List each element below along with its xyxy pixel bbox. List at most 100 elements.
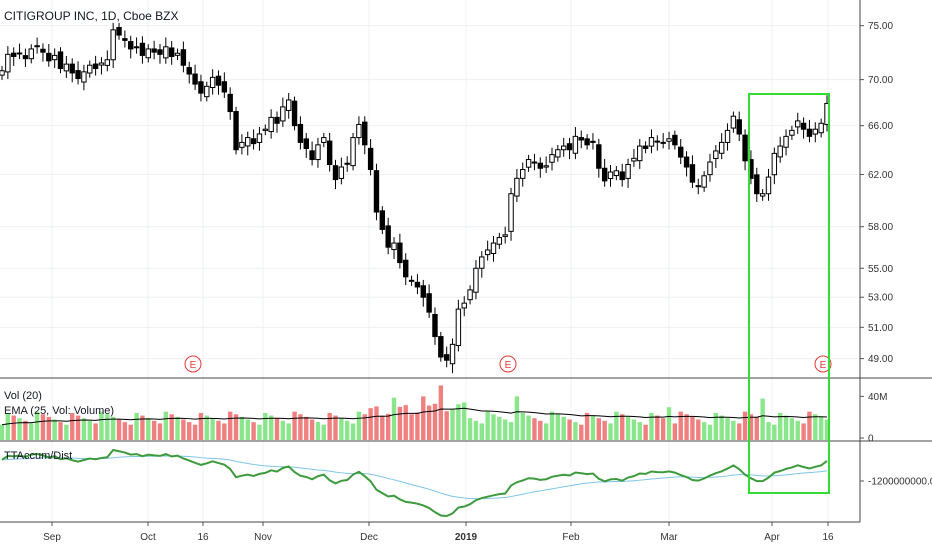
volume-bar (672, 423, 678, 440)
candle-body (268, 116, 274, 133)
volume-bar (620, 414, 625, 440)
volume-bar (479, 423, 484, 440)
volume-bar (298, 414, 303, 440)
volume-bar (596, 418, 602, 440)
volume-bar (210, 418, 215, 440)
candle-body (274, 116, 280, 124)
candle-body (408, 279, 415, 282)
volume-bar (502, 419, 508, 440)
candle-body (672, 134, 678, 146)
volume-bar (789, 418, 795, 440)
volume-bar (75, 415, 81, 440)
volume-bar (380, 415, 385, 440)
x-tick-label: Nov (254, 532, 272, 543)
candle-body (496, 237, 503, 245)
volume-bar (813, 414, 818, 440)
candle-body (654, 140, 661, 143)
candlestick-series (0, 22, 830, 374)
volume-bar (58, 422, 63, 440)
candle-body (601, 167, 608, 182)
candle-body (221, 81, 228, 93)
volume-bar (748, 414, 754, 440)
earnings-label: E (505, 360, 512, 371)
candle-body (157, 49, 163, 55)
x-tick-label: Apr (764, 532, 780, 543)
volume-bar (766, 422, 771, 440)
candle-body (262, 128, 268, 131)
candle-body (625, 164, 631, 179)
candle-body (75, 70, 81, 79)
volume-bar (175, 416, 180, 440)
candle-body (795, 120, 801, 128)
volume-bar (432, 403, 438, 440)
volume-bar (707, 424, 713, 440)
candle-body (87, 64, 93, 74)
candle-body (128, 41, 134, 50)
volume-bar (17, 418, 22, 440)
candle-body (619, 171, 625, 181)
volume-bar (660, 418, 666, 440)
candle-body (227, 93, 233, 113)
volume-ema-line (1, 407, 828, 426)
volume-bar (263, 412, 268, 440)
candle-body (186, 67, 192, 75)
candle-body (443, 354, 450, 361)
candle-body (467, 289, 473, 301)
candle-body (57, 51, 64, 70)
volume-bar (157, 423, 163, 440)
candle-body (309, 150, 315, 161)
volume-bar (573, 422, 578, 440)
volume-bar (350, 423, 356, 440)
candle-body (420, 285, 426, 298)
volume-bar (631, 419, 637, 440)
volume-bar (374, 406, 379, 440)
volume-bar (643, 424, 648, 440)
volume-bar (309, 419, 315, 440)
candle-body (215, 75, 222, 86)
candle-body (432, 313, 438, 338)
volume-bar (543, 423, 549, 440)
candle-body (566, 143, 573, 151)
volume-bar (760, 398, 765, 440)
volume-label: Vol (20) (4, 390, 42, 402)
y-tick-label: 62.00 (868, 170, 893, 181)
volume-bar (818, 416, 824, 440)
candle-body (812, 128, 818, 135)
volume-bar (11, 415, 16, 440)
volume-bar (526, 415, 531, 440)
candle-body (69, 63, 75, 74)
volume-bar (403, 405, 408, 440)
y-tick-label: 75.00 (868, 21, 893, 32)
volume-bar (187, 422, 192, 440)
candle-body (22, 55, 29, 60)
candle-body (51, 54, 58, 61)
candle-body (678, 146, 684, 158)
volume-bar (239, 416, 245, 440)
volume-bar (222, 423, 227, 440)
candle-body (613, 170, 620, 177)
candle-body (256, 133, 263, 143)
x-tick-label: 16 (822, 532, 834, 543)
volume-bar (701, 422, 707, 440)
volume-bar (473, 420, 479, 440)
earnings-marker (814, 355, 832, 373)
candle-body (344, 162, 350, 165)
candle-body (356, 123, 362, 139)
candle-body (16, 52, 23, 55)
candle-body (596, 144, 602, 169)
candle-body (771, 152, 778, 176)
candle-body (174, 52, 181, 56)
volume-ema-label: EMA (25, Vol: Volume) (4, 405, 115, 417)
candle-body (514, 177, 520, 197)
volume-bar (64, 424, 69, 440)
volume-bar (116, 419, 122, 440)
volume-bar (602, 420, 607, 440)
volume-bar (807, 411, 812, 440)
volume-bar (485, 411, 490, 440)
volume-bar (321, 424, 327, 440)
candle-body (209, 76, 216, 89)
candle-body (718, 141, 725, 154)
volume-bar (795, 420, 800, 440)
volume-bar (491, 414, 496, 440)
